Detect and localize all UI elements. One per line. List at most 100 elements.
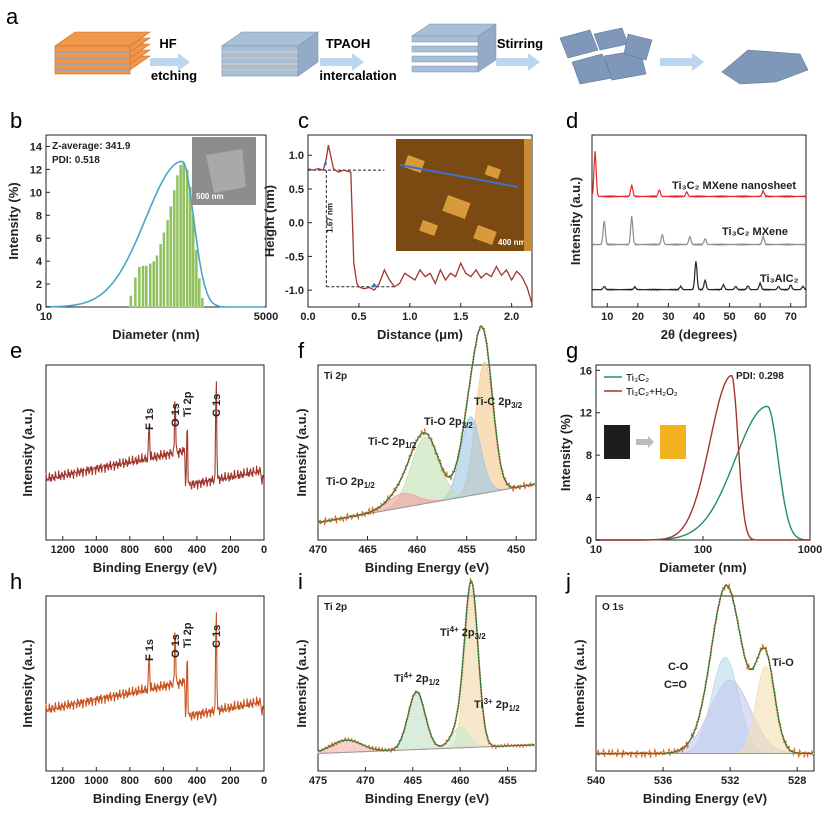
height-annotation: 1.67 nm (325, 203, 334, 233)
peak-label: Ti 2p (182, 622, 194, 648)
y-tick-label: 4 (586, 493, 593, 505)
step2-top: TPAOH (326, 36, 371, 51)
bar (172, 189, 176, 308)
y-tick-label: 6 (36, 233, 42, 245)
x-tick-label: 1200 (51, 775, 75, 787)
bar (137, 266, 141, 308)
x-tick-label: 30 (662, 311, 674, 323)
label-tic-32: Ti-C 2p3/2 (474, 396, 523, 410)
afm-scale: 400 nm (498, 238, 526, 247)
panel-label-g: g (566, 338, 578, 363)
nanosheet (721, 49, 809, 85)
x-tick-label: 70 (785, 311, 797, 323)
marker-2 (371, 282, 378, 287)
peak-label: O 1s (170, 634, 182, 658)
fit-envelope (596, 584, 813, 755)
x-tick-label: 1.0 (402, 311, 417, 323)
label-ti4-12: Ti4+ 2p1/2 (394, 671, 440, 687)
step1-top: HF (159, 36, 176, 51)
y-axis-label: Intensity (a.u.) (20, 408, 35, 496)
pdi-label: PDI: 0.298 (736, 371, 784, 382)
x-tick-label: 20 (632, 311, 644, 323)
afm-flake (419, 220, 439, 236)
plot-frame (317, 595, 537, 772)
legend-max: Ti₃AlC₂ (760, 273, 799, 285)
survey-line (45, 381, 265, 490)
x-tick-label: 200 (221, 544, 239, 556)
peak-label: C 1s (211, 625, 223, 648)
bar (197, 278, 201, 308)
y-tick-label: -1.0 (285, 285, 304, 297)
afm-flake (442, 195, 471, 219)
vial-dark (604, 425, 630, 459)
y-tick-label: 8 (586, 450, 592, 462)
chart-d-xrd: Ti₃C₂ MXene nanosheet Ti₃C₂ MXene Ti₃AlC₂ 1… (568, 134, 807, 342)
label-tio-12: Ti-O 2p1/2 (326, 476, 375, 490)
vial-arrow (636, 436, 654, 448)
y-axis-label: Intensity (a.u.) (294, 639, 309, 727)
z-average-label: Z-average: 341.9 (52, 141, 131, 152)
x-tick-label: 0.5 (351, 311, 366, 323)
survey-line (45, 612, 265, 721)
plot-frame (45, 364, 265, 541)
panel-title: Ti 2p (324, 371, 347, 382)
bar (152, 260, 156, 308)
y-axis-label: Intensity (a.u.) (20, 639, 35, 727)
afm-colorbar (524, 139, 532, 251)
x-tick-label: 470 (309, 544, 327, 556)
panel-label-e: e (10, 338, 22, 363)
bar (129, 295, 133, 308)
xrd-series (591, 151, 807, 199)
x-axis-label: Diameter (nm) (112, 327, 199, 342)
x-tick-label: 455 (457, 544, 475, 556)
x-tick-label: 50 (723, 311, 735, 323)
label-ti3-12: Ti3+ 2p1/2 (474, 697, 520, 713)
fit-envelope (317, 325, 536, 524)
x-tick-label: 0.0 (300, 311, 315, 323)
x-tick-label: 1.5 (453, 311, 468, 323)
x-tick-label: 1000 (798, 544, 822, 556)
x-tick-label: 528 (788, 775, 806, 787)
x-axis-label: Binding Energy (eV) (643, 791, 767, 806)
step1-bottom: etching (151, 68, 197, 83)
x-tick-label: 532 (721, 775, 739, 787)
bar (194, 249, 198, 308)
x-tick-label: 470 (356, 775, 374, 787)
afm-flake (484, 165, 502, 179)
bar (133, 277, 137, 308)
bar (200, 297, 204, 308)
arrow-2 (320, 53, 364, 71)
bar (185, 169, 189, 308)
peak-label: Ti 2p (182, 391, 194, 417)
x-tick-label: 450 (507, 544, 525, 556)
profile-line (307, 144, 533, 304)
stack-blue-1 (221, 31, 319, 77)
bar (144, 265, 148, 308)
y-tick-label: 0 (586, 535, 592, 547)
chart-j-o1s: 540 536 532 528 Binding Energy (eV) Intensity… (572, 581, 815, 806)
label-co: C-O (668, 661, 689, 673)
x-axis-label: Binding Energy (eV) (365, 791, 489, 806)
inset-scale: 500 nm (196, 192, 224, 201)
arrow-4 (660, 53, 704, 71)
x-tick-label: 0 (261, 775, 267, 787)
peak-label: F 1s (144, 639, 156, 661)
y-tick-label: 16 (580, 365, 592, 377)
x-tick-label: 455 (498, 775, 516, 787)
x-tick-label: 465 (358, 544, 376, 556)
bar (162, 232, 166, 308)
panel-label-j: j (565, 569, 571, 594)
chart-c-afm-profile: 1.67 nm 400 nm -1.0 -0.5 0.0 0.5 1.0 0.0 0.5 1.0 1… (262, 134, 533, 342)
chart-b-dls: 0 2 4 6 8 10 12 14 10 5000 Diameter (nm) Intensity … (6, 134, 278, 342)
vial-yellow (660, 425, 686, 459)
label-ti4-32: Ti4+ 2p3/2 (440, 625, 486, 641)
x-tick-label: 0 (261, 544, 267, 556)
panel-label-b: b (10, 108, 22, 133)
x-tick-label: 465 (404, 775, 422, 787)
panel-label-i: i (298, 569, 303, 594)
x-axis-label: Diameter (nm) (659, 560, 746, 575)
x-axis-label: Binding Energy (eV) (365, 560, 489, 575)
x-tick-label: 460 (408, 544, 426, 556)
bar (148, 263, 152, 308)
